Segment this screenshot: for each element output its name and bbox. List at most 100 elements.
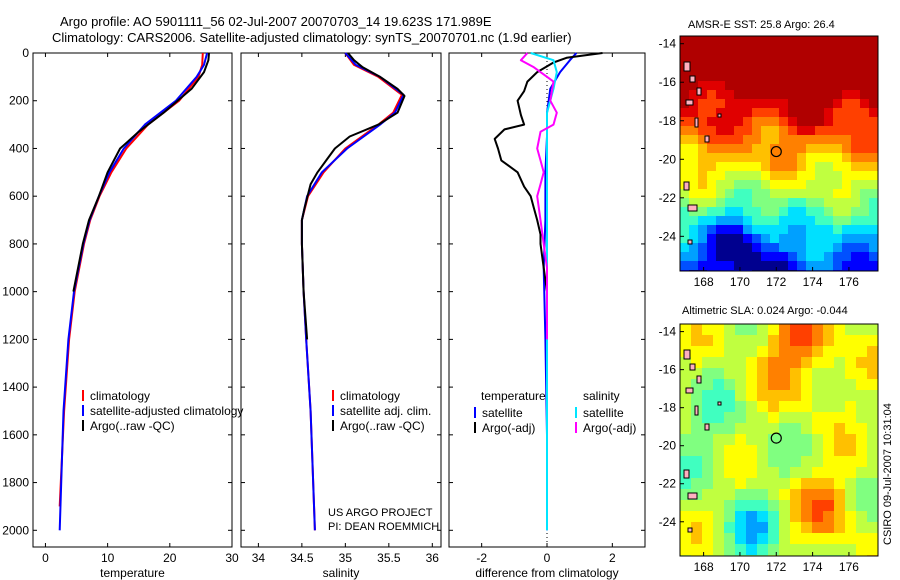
map-cell <box>833 243 842 252</box>
map-cell <box>752 90 761 99</box>
map-cell <box>768 357 779 368</box>
map-cell <box>725 225 734 234</box>
map-cell <box>743 54 752 63</box>
map-cell <box>823 445 834 456</box>
map-cell <box>707 126 716 135</box>
map-cell <box>869 63 878 72</box>
map-cell <box>680 36 689 45</box>
map-cell <box>788 225 797 234</box>
map-cell <box>851 243 860 252</box>
map-cell <box>725 171 734 180</box>
map-cell <box>743 99 752 108</box>
coastline-island <box>687 239 693 245</box>
map-cell <box>716 36 725 45</box>
map-cell <box>845 346 856 357</box>
map-cell <box>801 544 812 555</box>
map-cell <box>752 162 761 171</box>
map-cell <box>716 90 725 99</box>
map-x-tick-label: 172 <box>766 275 786 289</box>
map-cell <box>823 379 834 390</box>
map-cell <box>680 252 689 261</box>
map-cell <box>761 126 770 135</box>
map-cell <box>806 135 815 144</box>
map-cell <box>788 144 797 153</box>
map-cell <box>867 467 878 478</box>
map-cell <box>788 54 797 63</box>
map-cell <box>716 99 725 108</box>
map-cell <box>815 234 824 243</box>
map-cell <box>716 216 725 225</box>
map-cell <box>812 434 823 445</box>
figure-title-line1: Argo profile: AO 5901111_56 02-Jul-2007 … <box>60 14 492 29</box>
map-cell <box>869 117 878 126</box>
map-cell <box>851 216 860 225</box>
map-cell <box>815 243 824 252</box>
map-cell <box>724 522 735 533</box>
map-cell <box>707 189 716 198</box>
map-cell <box>824 189 833 198</box>
map-cell <box>746 390 757 401</box>
map-cell <box>842 261 851 270</box>
map-cell <box>713 544 724 555</box>
map-cell <box>869 45 878 54</box>
map-cell <box>735 390 746 401</box>
map-cell <box>790 489 801 500</box>
map-cell <box>680 544 691 555</box>
map-cell <box>815 126 824 135</box>
map-cell <box>797 36 806 45</box>
map-cell <box>691 412 702 423</box>
map-cell <box>790 401 801 412</box>
map-cell <box>790 511 801 522</box>
map-cell <box>812 368 823 379</box>
map-cell <box>735 511 746 522</box>
map-cell <box>806 234 815 243</box>
map-cell <box>689 117 698 126</box>
map-cell <box>746 324 757 335</box>
map-cell <box>725 81 734 90</box>
map-cell <box>869 90 878 99</box>
map-cell <box>752 36 761 45</box>
map-cell <box>713 522 724 533</box>
map-cell <box>851 135 860 144</box>
map-cell <box>860 189 869 198</box>
map-cell <box>824 90 833 99</box>
map-cell <box>698 117 707 126</box>
map-cell <box>806 36 815 45</box>
map-cell <box>735 368 746 379</box>
map-cell <box>869 171 878 180</box>
map-cell <box>860 216 869 225</box>
map-cell <box>806 225 815 234</box>
map-cell <box>801 478 812 489</box>
map-cell <box>734 135 743 144</box>
map-cell <box>761 180 770 189</box>
map-cell <box>842 144 851 153</box>
map-cell <box>702 346 713 357</box>
map-cell <box>691 522 702 533</box>
map-cell <box>716 72 725 81</box>
map-cell <box>845 368 856 379</box>
map-cell <box>790 445 801 456</box>
map-cell <box>779 45 788 54</box>
map-cell <box>734 234 743 243</box>
map-cell <box>691 423 702 434</box>
map-cell <box>698 90 707 99</box>
map-cell <box>746 434 757 445</box>
map-cell <box>743 261 752 270</box>
map-cell <box>833 261 842 270</box>
map-cell <box>746 489 757 500</box>
map-cell <box>691 390 702 401</box>
map-cell <box>801 324 812 335</box>
map-cell <box>834 467 845 478</box>
map-cell <box>788 261 797 270</box>
map-cell <box>770 225 779 234</box>
map-cell <box>779 171 788 180</box>
map-x-tick-label: 168 <box>694 560 714 574</box>
map-cell <box>856 434 867 445</box>
map-cell <box>752 171 761 180</box>
map-cell <box>752 243 761 252</box>
map-cell <box>680 357 691 368</box>
map-cell <box>734 72 743 81</box>
map-cell <box>806 261 815 270</box>
map-cell <box>689 261 698 270</box>
map-cell <box>856 456 867 467</box>
